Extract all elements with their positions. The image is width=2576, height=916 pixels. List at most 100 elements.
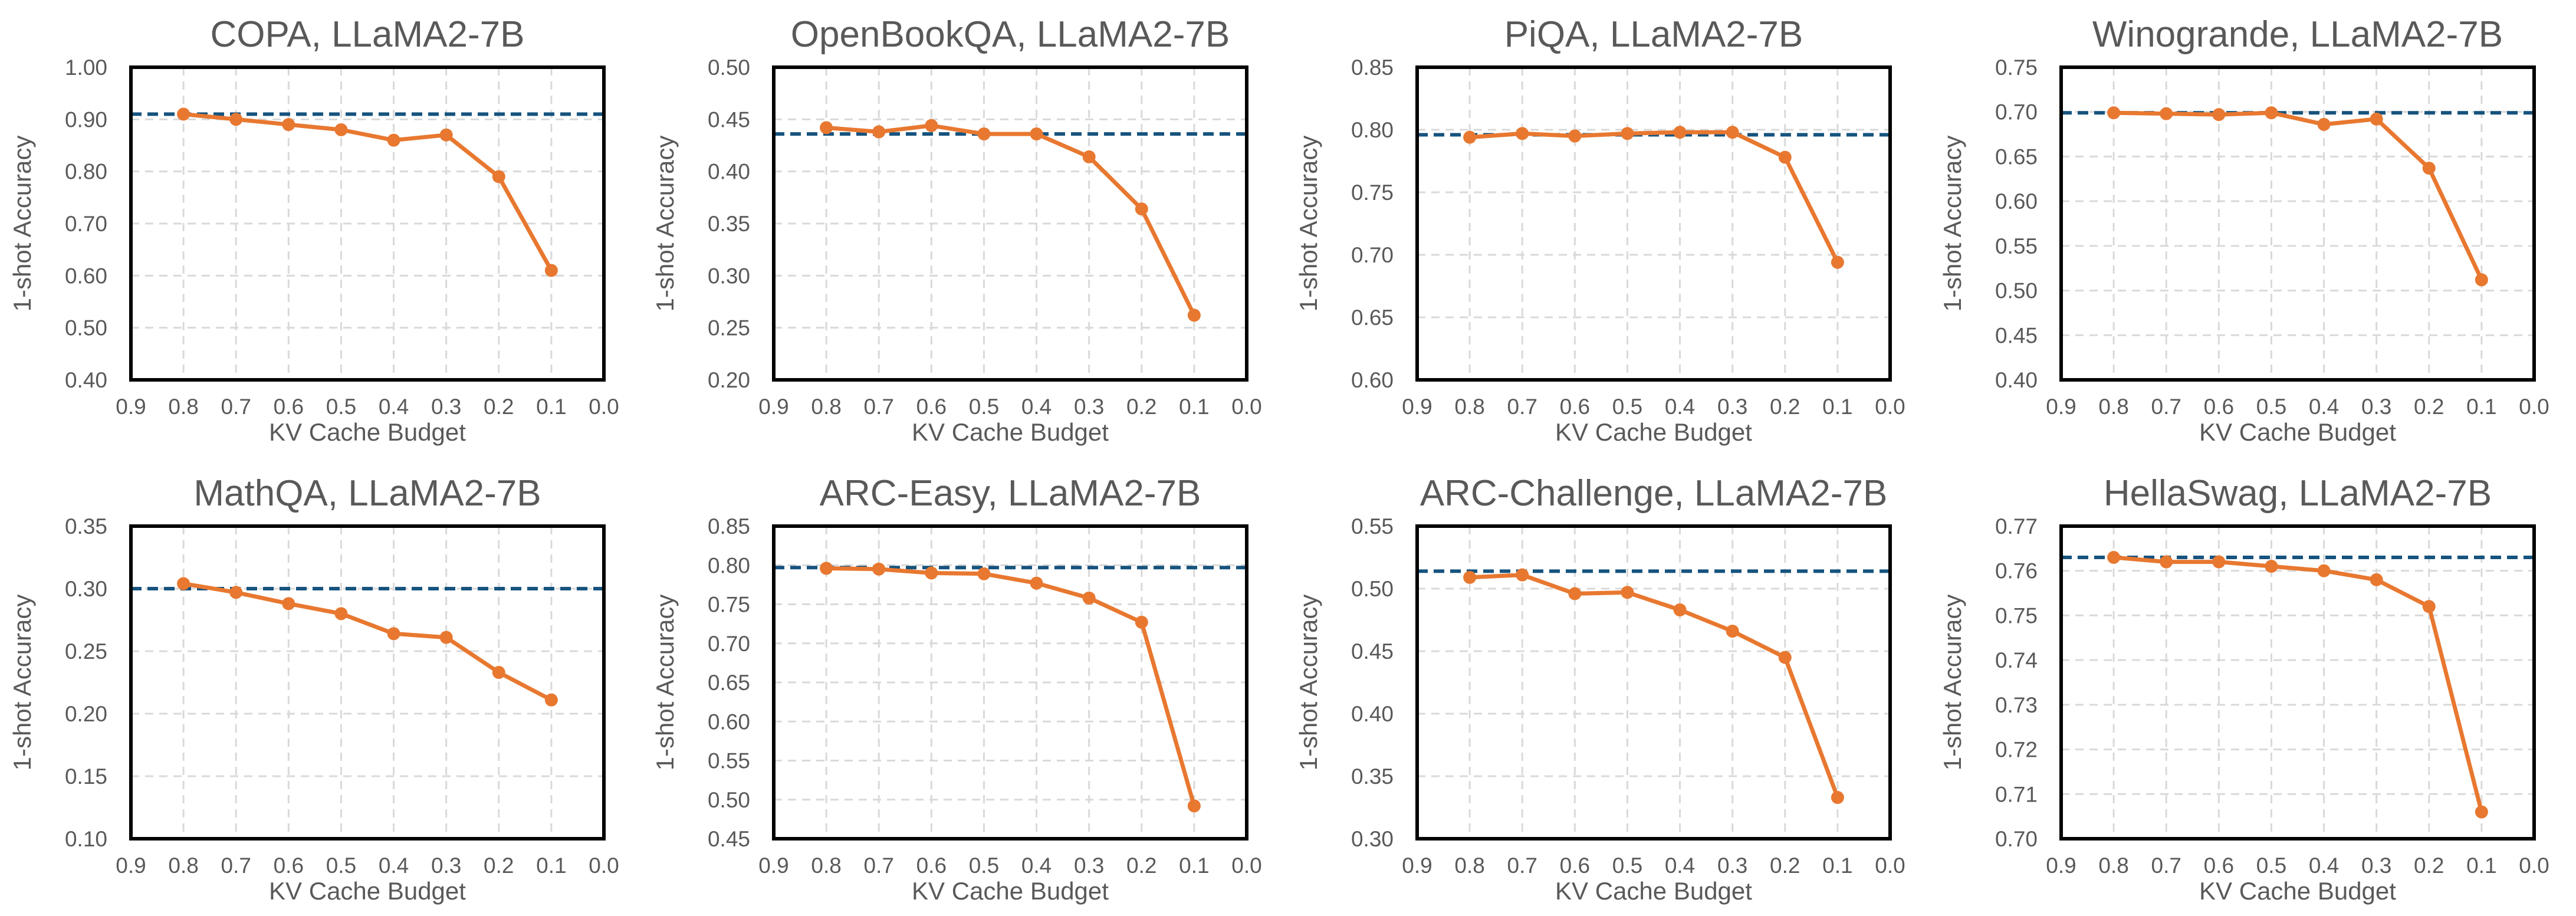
x-tick-label: 0.6: [916, 853, 947, 878]
data-point: [2370, 573, 2383, 586]
x-tick-label: 0.7: [864, 395, 894, 419]
data-point: [1726, 625, 1739, 638]
x-tick-label: 0.6: [274, 395, 304, 419]
data-point: [1778, 150, 1792, 164]
y-tick-label: 0.76: [1995, 559, 2038, 583]
x-tick-label: 0.8: [2098, 853, 2128, 878]
x-tick-label: 0.5: [969, 395, 999, 419]
x-axis-label: KV Cache Budget: [912, 877, 1109, 905]
y-tick-label: 0.40: [1351, 702, 1394, 726]
x-tick-label: 0.9: [116, 395, 146, 419]
data-point: [925, 566, 938, 580]
plot-frame: [129, 65, 606, 382]
data-point: [282, 118, 295, 132]
data-point: [544, 693, 558, 707]
chart-title: ARC-Easy, LLaMA2-7B: [820, 473, 1201, 514]
data-point: [2107, 106, 2121, 120]
chart-panel: 0.9 0.8 0.7 0.6 0.5 0.4 0.3 0.2 0.1 0.0 0.30 0.35 0.…: [1294, 473, 1905, 905]
y-axis-label: 1-shot Accuracy: [1294, 595, 1322, 771]
data-point: [1778, 651, 1792, 664]
x-tick-label: 0.0: [589, 853, 619, 878]
y-axis-label: 1-shot Accuracy: [1938, 595, 1966, 771]
x-tick-label: 0.7: [1507, 853, 1537, 878]
y-tick-label: 0.80: [65, 160, 107, 184]
series-line: [1469, 573, 1840, 799]
chart-panel: 0.9 0.8 0.7 0.6 0.5 0.4 0.3 0.2 0.1 0.0 0.40 0.45 0.…: [1938, 14, 2549, 446]
y-tick-label: 0.65: [1351, 306, 1394, 330]
x-tick-label: 0.5: [969, 853, 999, 878]
x-tick-label: 0.1: [536, 853, 566, 878]
x-tick-label: 0.9: [116, 853, 146, 878]
y-tick-label: 0.50: [708, 55, 750, 80]
x-tick-label: 0.9: [2046, 853, 2076, 878]
data-point: [2317, 564, 2331, 577]
y-tick-label: 0.45: [1351, 639, 1394, 664]
x-tick-label: 0.4: [379, 395, 409, 419]
series-line: [183, 112, 553, 272]
x-tick-label: 0.4: [379, 853, 409, 878]
data-point: [2265, 560, 2278, 573]
data-point: [1568, 587, 1582, 600]
data-point: [1135, 615, 1148, 629]
data-point: [229, 113, 243, 126]
data-point: [1831, 791, 1844, 805]
data-point: [2422, 600, 2436, 613]
y-tick-label: 0.85: [1351, 55, 1394, 80]
x-tick-label: 0.8: [1454, 853, 1484, 878]
y-tick-label: 0.30: [708, 264, 750, 288]
x-tick-label: 0.3: [1717, 395, 1747, 419]
data-point: [282, 597, 295, 610]
series-line: [826, 123, 1197, 317]
y-tick-label: 0.50: [708, 788, 750, 812]
y-tick-label: 0.77: [1995, 514, 2038, 539]
x-tick-label: 0.7: [2151, 853, 2181, 878]
x-tick-label: 0.5: [2256, 853, 2286, 878]
data-point: [1030, 127, 1043, 141]
y-axis-label: 1-shot Accuracy: [1294, 136, 1322, 312]
series-line: [2113, 555, 2484, 813]
plot-frame: [772, 65, 1248, 382]
data-point: [1831, 255, 1844, 269]
x-tick-label: 0.7: [221, 395, 251, 419]
series-line: [2114, 110, 2484, 281]
data-point: [2107, 551, 2121, 564]
x-tick-label: 0.9: [1402, 395, 1432, 419]
x-axis-label: KV Cache Budget: [2199, 418, 2396, 446]
y-tick-label: 0.45: [1995, 323, 2038, 347]
x-tick-label: 0.8: [811, 853, 841, 878]
y-axis-label: 1-shot Accuracy: [651, 136, 679, 312]
y-tick-label: 0.71: [1995, 782, 2038, 806]
x-tick-label: 0.6: [916, 395, 947, 419]
x-tick-label: 0.1: [1179, 395, 1209, 419]
data-point: [1726, 126, 1739, 139]
x-tick-label: 0.4: [1021, 395, 1052, 419]
y-tick-label: 0.35: [65, 514, 107, 539]
x-tick-label: 0.3: [1717, 853, 1747, 878]
data-point: [387, 627, 400, 641]
y-tick-label: 0.70: [708, 632, 750, 656]
x-tick-label: 0.1: [2466, 395, 2496, 419]
chart-title: OpenBookQA, LLaMA2-7B: [791, 14, 1230, 55]
x-tick-label: 0.1: [2466, 853, 2496, 878]
x-tick-label: 0.1: [1179, 853, 1209, 878]
y-tick-label: 0.70: [1995, 827, 2038, 851]
x-tick-label: 0.6: [1560, 395, 1590, 419]
y-tick-label: 0.85: [708, 514, 750, 539]
x-tick-label: 0.1: [536, 395, 566, 419]
x-axis-label: KV Cache Budget: [269, 877, 466, 905]
chart-title: MathQA, LLaMA2-7B: [193, 473, 541, 514]
y-tick-label: 0.60: [65, 264, 107, 288]
data-point: [977, 567, 991, 580]
y-tick-label: 0.45: [708, 827, 750, 851]
x-axis-label: KV Cache Budget: [269, 418, 466, 446]
data-point: [439, 128, 453, 142]
x-tick-label: 0.0: [1875, 395, 1905, 419]
x-tick-label: 0.6: [2204, 853, 2234, 878]
y-axis-label: 1-shot Accuracy: [8, 595, 36, 771]
series-line: [1469, 130, 1840, 264]
y-tick-label: 0.74: [1995, 648, 2038, 672]
chart-title: ARC-Challenge, LLaMA2-7B: [1420, 473, 1888, 514]
data-point: [2317, 117, 2331, 131]
x-tick-label: 0.0: [1875, 853, 1905, 878]
